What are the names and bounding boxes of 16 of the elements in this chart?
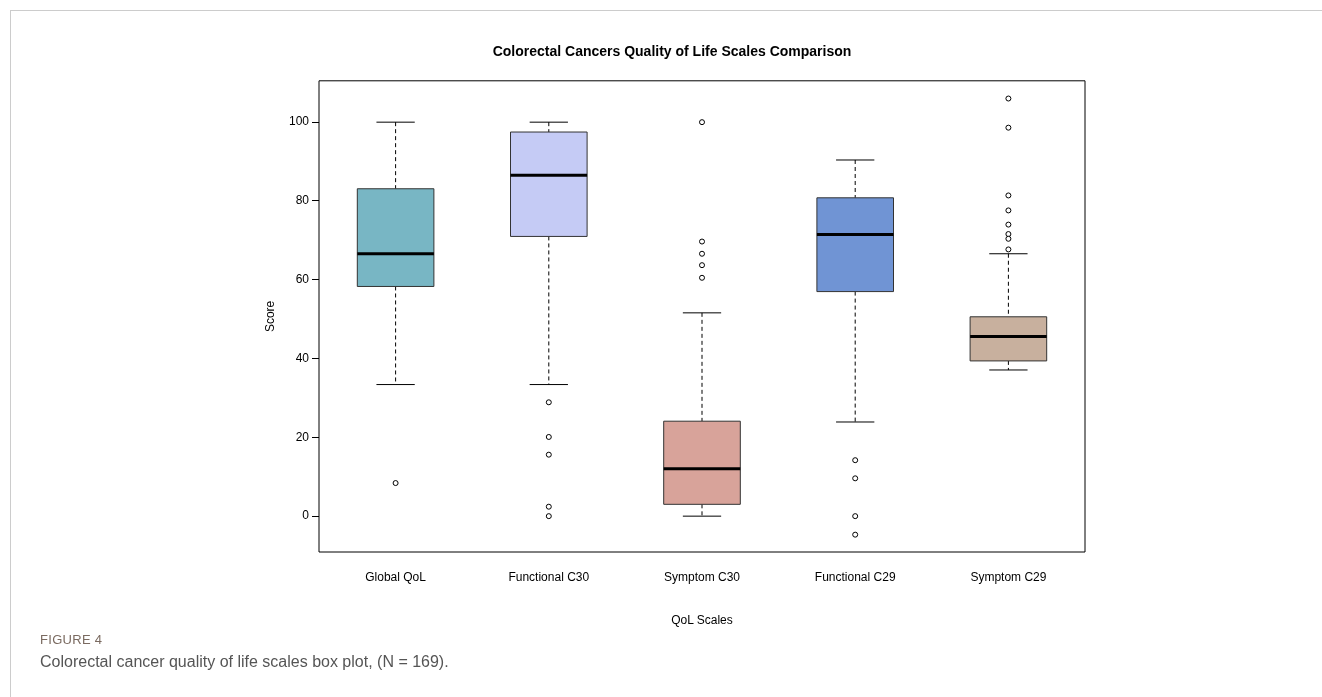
caption: FIGURE 4 <box>40 632 104 647</box>
y-tick-label: 60 <box>295 272 310 287</box>
chart-title: Colorectal Cancers Quality of Life Scales Comparison <box>492 43 852 60</box>
y-tick-label: 100 <box>288 114 310 129</box>
y-tick-label: 40 <box>295 350 310 365</box>
x-tick-label: Symptom C30 <box>663 569 741 584</box>
y-axis-title: Score <box>262 300 277 333</box>
x-tick-label: Symptom C29 <box>970 569 1047 584</box>
y-tick-label: 0 <box>302 508 310 523</box>
x-axis-title: QoL Scales <box>671 613 733 628</box>
y-tick-label: 80 <box>295 193 310 208</box>
x-tick-label: Functional C29 <box>814 569 896 584</box>
y-tick-label: 20 <box>295 429 310 444</box>
text: Colorectal cancer quality of life scales box plot, (N = 169). <box>40 653 449 671</box>
x-tick-label: Functional C30 <box>508 569 590 584</box>
x-tick-label: Global QoL <box>365 569 427 584</box>
